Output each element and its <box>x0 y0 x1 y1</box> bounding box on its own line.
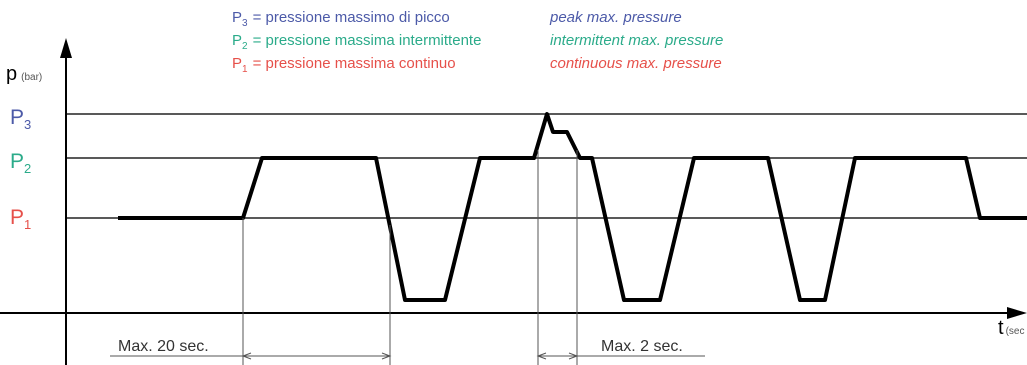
level-label-p3: P3 <box>10 106 31 132</box>
legend-p2-english: intermittent max. pressure <box>550 32 723 49</box>
y-axis-label: p <box>6 63 17 85</box>
dimension-arrow-icon <box>241 352 252 360</box>
legend-p2-subscript: 2 <box>242 41 248 52</box>
dimension-label-20s: Max. 20 sec. <box>118 338 209 355</box>
legend-p3-symbol: P <box>232 9 242 26</box>
level-p1-subscript: 1 <box>24 217 31 232</box>
legend: P3 = pressione massimo di picco peak max.… <box>232 9 723 75</box>
legend-p1-italian: P1 = pressione massima continuo <box>232 55 456 75</box>
legend-p1-text: = pressione massima continuo <box>253 55 456 72</box>
legend-p2-symbol: P <box>232 32 242 49</box>
level-labels: P3 P2 P1 <box>10 106 31 232</box>
legend-p3-text: = pressione massimo di picco <box>253 9 450 26</box>
x-axis-unit: (sec <box>1006 326 1025 337</box>
x-axis-arrow-icon <box>1007 307 1027 319</box>
dimension-guides: Max. 20 sec. Max. 2 sec. <box>110 150 705 365</box>
level-lines <box>66 113 1027 219</box>
level-p2-symbol: P <box>10 150 24 173</box>
y-axis-unit: (bar) <box>21 72 42 83</box>
y-axis-title: p (bar) <box>6 63 42 85</box>
dimension-label-2s: Max. 2 sec. <box>601 338 683 355</box>
dimension-arrow-icon <box>381 352 392 360</box>
pressure-curve <box>118 112 1027 302</box>
legend-p1-subscript: 1 <box>242 64 248 75</box>
x-axis-title: t (sec <box>998 317 1024 339</box>
y-axis-arrow-icon <box>60 38 72 58</box>
level-p2-subscript: 2 <box>24 161 31 176</box>
level-p3-symbol: P <box>10 106 24 129</box>
legend-p3-english: peak max. pressure <box>549 9 682 26</box>
level-p3-subscript: 3 <box>24 117 31 132</box>
legend-p1-symbol: P <box>232 55 242 72</box>
legend-p3-subscript: 3 <box>242 18 248 29</box>
legend-p3-italian: P3 = pressione massimo di picco <box>232 9 450 29</box>
legend-p1-english: continuous max. pressure <box>550 55 722 72</box>
legend-p2-text: = pressione massima intermittente <box>253 32 482 49</box>
legend-p2-italian: P2 = pressione massima intermittente <box>232 32 481 52</box>
level-label-p2: P2 <box>10 150 31 176</box>
x-axis-label: t <box>998 317 1004 339</box>
dimension-arrow-icon <box>568 352 579 360</box>
level-p1-symbol: P <box>10 206 24 229</box>
level-label-p1: P1 <box>10 206 31 232</box>
axes: p (bar) t (sec <box>0 38 1027 365</box>
dimension-arrow-icon <box>536 352 547 360</box>
